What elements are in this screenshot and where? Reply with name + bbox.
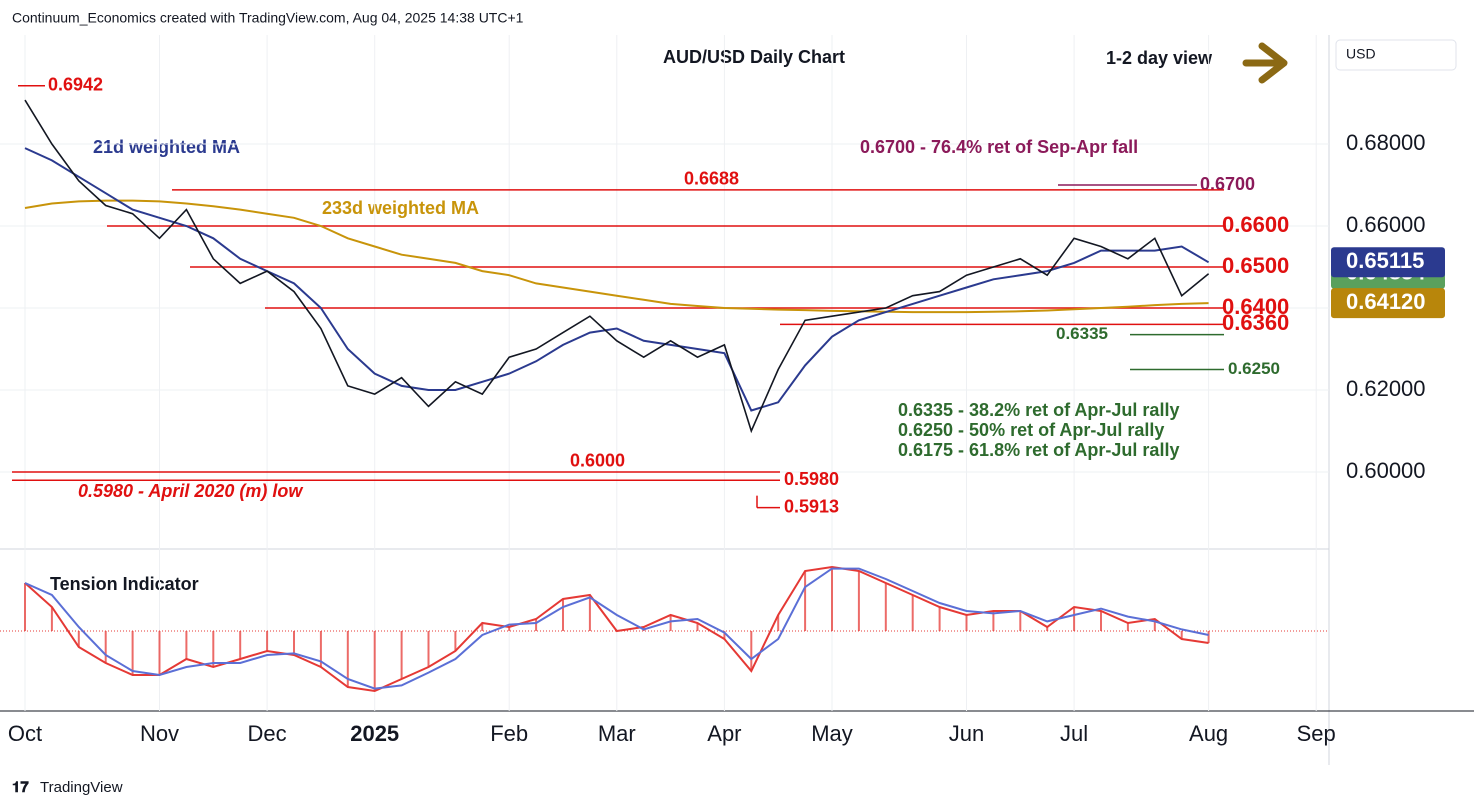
tension-bar — [400, 631, 403, 679]
x-tick-label: Feb — [490, 721, 528, 746]
tension-bar — [1046, 627, 1049, 631]
tension-bar — [293, 631, 295, 655]
annotation: 0.6700 - 76.4% ret of Sep-Apr fall — [860, 137, 1138, 157]
tension-bar — [131, 631, 134, 675]
price-badge — [1331, 247, 1445, 278]
level-label: 0.6688 — [684, 169, 739, 189]
tension-bar — [239, 631, 242, 659]
tension-bar — [50, 607, 53, 631]
x-tick-label: Mar — [598, 721, 636, 746]
price-badge-label: 0.65115 — [1346, 248, 1424, 273]
tension-bar — [24, 583, 26, 631]
x-tick-label: Jun — [949, 721, 984, 746]
y-tick-label: 0.60000 — [1346, 458, 1426, 483]
tension-bar — [427, 631, 430, 667]
annotation: 0.5980 - April 2020 (m) low — [78, 481, 303, 501]
x-tick-label: Dec — [248, 721, 287, 746]
currency-box — [1335, 39, 1457, 71]
tension-bar — [158, 631, 161, 675]
tension-bar — [857, 571, 860, 631]
level-label: 0.6500 — [1222, 253, 1289, 278]
x-tick-label: Oct — [8, 721, 42, 746]
tension-bar — [777, 615, 780, 631]
tension-bar — [992, 611, 995, 631]
price-line — [24, 99, 1210, 434]
ma233-label: 233d weighted MA — [322, 198, 479, 218]
ma-line — [24, 199, 1209, 314]
chart-title: AUD/USD Daily Chart — [663, 47, 845, 67]
x-tick-label: 2025 — [350, 721, 399, 746]
tension-bar — [185, 631, 188, 659]
tension-line — [24, 567, 1209, 690]
tension-bar — [535, 619, 538, 631]
level-label: 0.5980 — [784, 469, 839, 489]
level-label: 0.6250 — [1228, 359, 1280, 378]
tension-bar — [1153, 619, 1156, 631]
tension-bar — [1180, 631, 1183, 639]
level-label: 0.6400 — [1222, 294, 1289, 319]
level-label: 0.6700 — [1200, 174, 1255, 194]
footer: TradingView — [40, 779, 123, 796]
tension-bar — [562, 599, 564, 631]
ma-line — [24, 147, 1210, 412]
tension-bar — [1207, 631, 1210, 643]
tension-bar — [938, 607, 941, 631]
level-label: 0.6335 — [1056, 324, 1108, 343]
currency: USD — [1346, 46, 1376, 62]
tension-bar — [1126, 623, 1129, 631]
tension-bar — [588, 595, 591, 631]
tension-bar — [750, 631, 753, 671]
tension-bar — [1100, 611, 1102, 631]
tension-bar — [454, 631, 457, 651]
tension-bar — [831, 567, 833, 631]
tension-bar — [669, 615, 672, 631]
tension-bar — [911, 595, 914, 631]
annotation: 0.6175 - 61.8% ret of Apr-Jul rally — [898, 440, 1179, 460]
tension-bar — [1019, 611, 1022, 631]
tension-bar — [212, 631, 215, 667]
x-tick-label: Aug — [1189, 721, 1228, 746]
x-tick-label: Apr — [707, 721, 741, 746]
tension-bar — [481, 623, 484, 631]
tension-bar — [508, 627, 511, 631]
tension-bar — [77, 631, 80, 647]
tension-bar — [319, 631, 322, 667]
x-tick-label: Sep — [1297, 721, 1336, 746]
price-badge — [1331, 288, 1445, 319]
tension-bar — [723, 631, 726, 639]
y-tick-label: 0.66000 — [1346, 212, 1426, 237]
price-badge-label: 0.64120 — [1346, 289, 1426, 314]
annotation: 0.6250 - 50% ret of Apr-Jul rally — [898, 420, 1164, 440]
tension-bar — [884, 583, 887, 631]
annotation: 0.6335 - 38.2% ret of Apr-Jul rally — [898, 400, 1179, 420]
level-label: 0.6000 — [570, 451, 625, 471]
x-tick-label: May — [811, 721, 853, 746]
level-label: 0.5913 — [784, 496, 839, 516]
level-label: 0.6600 — [1222, 212, 1289, 237]
tension-bar — [804, 571, 807, 631]
tension-bar — [696, 623, 699, 631]
tension-bar — [373, 631, 376, 691]
header: Continuum_Economics created with Trading… — [12, 10, 524, 26]
level-label: 0.6942 — [48, 75, 103, 95]
level-label: 0.6360 — [1222, 310, 1289, 335]
y-tick-label: 0.68000 — [1346, 130, 1426, 155]
tension-bar — [965, 615, 968, 631]
tension-bar — [346, 631, 349, 687]
view-arrow — [1242, 42, 1288, 84]
tension-title: Tension Indicator — [50, 574, 199, 594]
x-tick-label: Jul — [1060, 721, 1088, 746]
y-tick-label: 0.62000 — [1346, 376, 1426, 401]
tension-bar — [266, 631, 269, 651]
logo-mark: 𝟏𝟕 — [12, 779, 29, 796]
tension-bar — [1073, 607, 1076, 631]
view-label: 1-2 day view — [1106, 48, 1213, 68]
ma21-label: 21d weighted MA — [93, 137, 240, 157]
x-tick-label: Nov — [140, 721, 179, 746]
tension-bar — [104, 631, 107, 663]
